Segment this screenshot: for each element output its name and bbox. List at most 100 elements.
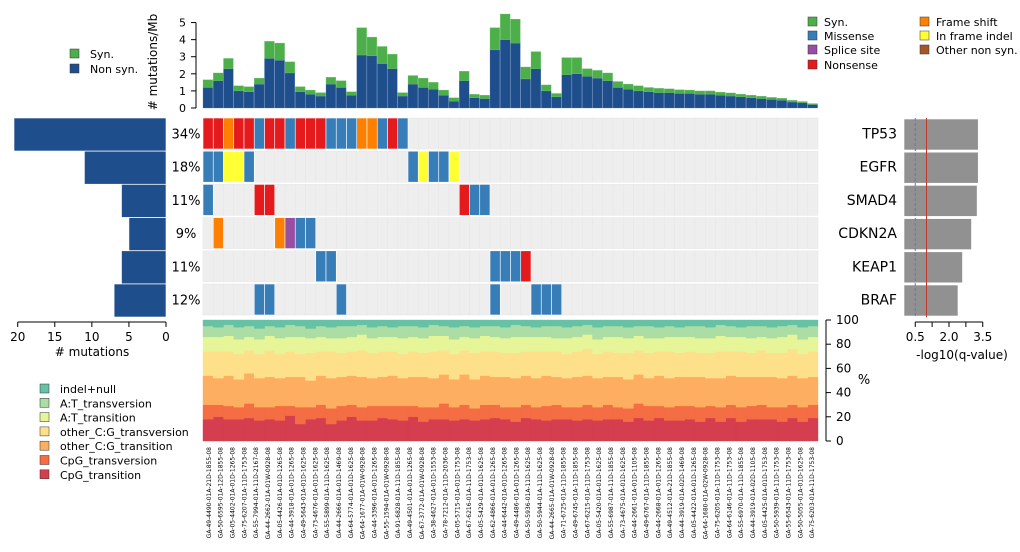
top-bar-syn [448,97,460,102]
top-bar-syn [274,42,285,61]
legend-nonsyn-swatch [69,63,80,74]
top-bar-nonsyn [776,100,788,109]
spectrum-legend-label: other_C:G_transversion [60,426,189,439]
grid-cell-empty [653,217,665,249]
grid-cell-empty [705,283,716,316]
grid-cell-empty [284,150,296,183]
grid-cell-empty [797,184,808,216]
grid-cell-empty [705,117,716,150]
grid-cell-empty [325,283,337,316]
top-bar-syn [233,85,244,92]
grid-cell-empty [735,217,747,249]
grid-cell-empty [469,150,480,183]
grid-cell-empty [787,283,798,316]
grid-cell-empty [756,117,767,150]
top-bar-syn [284,61,296,74]
grid-cell-empty [315,150,327,183]
top-bar-syn [202,79,214,88]
grid-cell-empty [448,217,460,249]
grid-cell-empty [530,184,542,216]
grid-cell-empty [797,150,808,183]
grid-cell-empty [674,150,685,183]
grid-cell-empty [366,283,378,316]
top-bar-syn [254,77,265,85]
grid-cell-empty [418,250,429,283]
sample-label: GA-64-1680-01A-02W-0928-08 [703,447,710,540]
grid-cell-empty [305,150,316,183]
sample-label: GA-44-3919-01A-02D-1469-08 [679,447,686,538]
top-bar-nonsyn [489,49,501,109]
grid-cell-empty [612,283,624,316]
grid-cell-mutation [510,250,522,283]
sample-label: GA-05-4402-01A-01D-1265-08 [230,447,237,538]
spectrum-area [202,415,819,442]
top-bar-syn [356,27,367,56]
grid-cell-empty [776,184,788,216]
grid-cell-empty [428,283,439,316]
top-bar-nonsyn [561,74,572,109]
top-bar-nonsyn [284,72,296,109]
grid-cell-empty [274,150,286,183]
spectrum-legend-label: indel+null [60,383,116,396]
grid-cell-empty [448,184,460,216]
right-bar [903,284,959,317]
grid-cell-mutation [428,150,440,183]
grid-cell-empty [489,117,501,150]
grid-cell-empty [305,250,316,283]
spectrum-axis-tick-label: 100 [836,313,859,327]
top-bar-nonsyn [756,98,767,109]
top-bar-syn [561,57,572,75]
mutation-spectrum-plot [202,319,819,442]
grid-cell-empty [664,117,675,150]
right-bar [903,218,972,250]
top-bar-nonsyn [202,87,214,109]
top-bar-nonsyn [797,102,808,109]
grid-cell-empty [776,250,788,283]
top-bar-syn [387,54,398,69]
top-bar-nonsyn [705,94,716,109]
grid-cell-empty [735,150,747,183]
mutation-legend-label: Nonsense [824,59,878,72]
grid-cell-empty [582,117,593,150]
grid-cell-empty [756,250,767,283]
spectrum-legend-label: CpG_transversion [60,455,157,468]
grid-cell-mutation [325,117,337,150]
top-bar-syn [459,71,470,81]
grid-cell-empty [377,250,388,283]
grid-cell-mutation [274,117,286,150]
grid-cell-mutation [356,117,368,150]
top-bar-syn [766,97,777,100]
top-bar-nonsyn [459,80,470,109]
grid-cell-mutation [387,117,399,150]
left-bar [13,117,167,152]
top-bar-syn [264,41,275,59]
spectrum-legend-swatch [39,412,50,422]
grid-cell-empty [807,283,819,316]
top-bar-nonsyn [582,76,593,109]
grid-cell-empty [551,150,562,183]
top-bar-syn [520,66,531,80]
grid-cell-empty [448,250,460,283]
spectrum-legend-label: CpG_transition [60,469,141,482]
grid-cell-mutation [489,250,501,283]
top-bar-syn [489,27,501,51]
top-bar-nonsyn [746,97,757,109]
grid-cell-empty [213,283,224,316]
top-bar-syn [776,98,788,101]
grid-cell-empty [735,283,747,316]
top-bar-nonsyn [418,87,429,109]
top-bar-syn [428,82,439,90]
grid-cell-mutation [458,184,470,216]
grid-cell-empty [448,283,460,316]
grid-cell-empty [643,217,655,249]
spectrum-area [202,403,819,425]
grid-cell-empty [684,184,696,216]
grid-cell-mutation [530,283,542,316]
gene-name-label: KEAP1 [852,259,897,275]
top-bar-nonsyn [295,91,306,109]
grid-cell-empty [418,184,429,216]
grid-cell-mutation [366,117,378,150]
grid-cell-empty [582,250,593,283]
top-bar-syn [377,46,388,64]
mutation-legend-label: In frame indel [936,30,1013,43]
